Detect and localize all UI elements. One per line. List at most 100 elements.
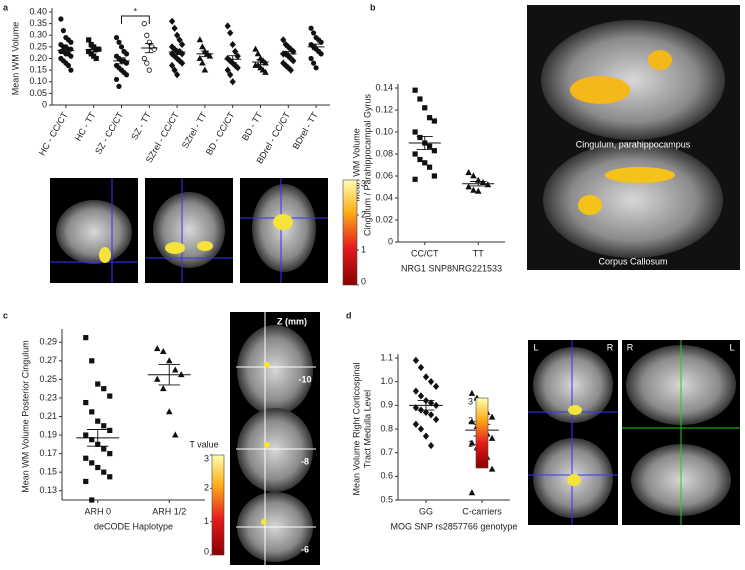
point bbox=[412, 404, 420, 412]
point bbox=[83, 399, 89, 406]
point bbox=[290, 57, 297, 65]
error-bar bbox=[61, 47, 71, 54]
image-caption: L bbox=[729, 342, 734, 352]
y-tick-label: 0.04 bbox=[375, 192, 393, 202]
point bbox=[427, 378, 435, 386]
point bbox=[427, 441, 435, 450]
point bbox=[229, 40, 236, 49]
point bbox=[68, 67, 74, 73]
image-caption: Cingulum, parahippocampus bbox=[576, 139, 691, 149]
x-tick-label: CC/CT bbox=[411, 248, 439, 258]
point bbox=[229, 78, 236, 86]
point bbox=[146, 67, 152, 73]
point bbox=[171, 24, 178, 32]
point bbox=[89, 358, 95, 364]
point bbox=[313, 65, 319, 71]
point bbox=[224, 22, 231, 30]
point bbox=[144, 32, 150, 38]
point bbox=[488, 434, 496, 441]
x-tick-label: ARH 0 bbox=[84, 506, 111, 516]
x-axis-label: MOG SNP rs2857766 genotype bbox=[391, 521, 518, 531]
point bbox=[178, 40, 186, 49]
image-caption: -6 bbox=[301, 544, 309, 554]
error-bar bbox=[311, 43, 321, 51]
y-tick-label: 0.10 bbox=[375, 126, 393, 136]
point bbox=[422, 105, 428, 111]
point bbox=[201, 66, 209, 73]
error-bar bbox=[89, 47, 98, 53]
error-bar bbox=[87, 429, 109, 447]
point bbox=[417, 392, 425, 400]
y-tick-label: 0.8 bbox=[380, 423, 393, 433]
brain-images-b bbox=[527, 5, 740, 270]
point bbox=[468, 439, 476, 446]
colorbar bbox=[342, 179, 358, 286]
point bbox=[224, 66, 231, 74]
significance-label: * bbox=[134, 6, 138, 16]
y-tick-label: 0.14 bbox=[375, 82, 393, 92]
colorbar-label: 1 bbox=[468, 439, 473, 449]
point bbox=[89, 497, 95, 503]
point bbox=[290, 47, 297, 56]
y-tick-label: 0 bbox=[388, 236, 393, 246]
point bbox=[171, 366, 179, 373]
image-caption: Z (mm) bbox=[277, 316, 307, 326]
y-tick-label: 0.06 bbox=[375, 170, 393, 180]
y-tick-label: 0.30 bbox=[29, 30, 47, 40]
point bbox=[173, 71, 181, 79]
x-tick-label: BD - CC/CT bbox=[204, 110, 237, 157]
point bbox=[116, 39, 122, 45]
point bbox=[422, 373, 430, 381]
point bbox=[171, 66, 178, 74]
y-tick-label: 0.35 bbox=[29, 18, 47, 28]
error-bar bbox=[417, 400, 435, 411]
y-tick-label: 0.05 bbox=[29, 88, 47, 98]
colorbar-label: 0 bbox=[361, 276, 366, 286]
point bbox=[468, 489, 476, 496]
image-caption: -8 bbox=[301, 456, 309, 466]
point bbox=[168, 17, 176, 25]
image-caption: -10 bbox=[298, 374, 311, 384]
significance-bracket bbox=[121, 15, 150, 24]
image-caption: R bbox=[607, 342, 614, 352]
point bbox=[432, 382, 440, 391]
point bbox=[426, 115, 433, 121]
y-tick-label: 0.21 bbox=[39, 411, 57, 421]
point bbox=[116, 83, 122, 90]
point bbox=[144, 60, 150, 66]
point bbox=[465, 169, 472, 176]
point bbox=[431, 173, 437, 179]
point bbox=[86, 37, 92, 43]
point bbox=[254, 61, 262, 68]
point bbox=[412, 129, 418, 135]
y-tick-label: 0.12 bbox=[375, 104, 393, 114]
point bbox=[412, 420, 420, 428]
colorbar-label: 1 bbox=[204, 516, 209, 526]
y-tick-label: 0.10 bbox=[29, 76, 47, 86]
x-tick-label: GG bbox=[419, 506, 433, 516]
error-bar bbox=[228, 55, 237, 64]
point bbox=[60, 27, 66, 34]
point bbox=[488, 465, 496, 472]
x-tick-label: BD - TT bbox=[240, 110, 265, 143]
point bbox=[422, 408, 430, 417]
point bbox=[422, 432, 430, 440]
colorbar-label: 1 bbox=[361, 244, 366, 254]
y-axis-label: Mean WM Volume bbox=[351, 128, 361, 202]
colorbar bbox=[211, 454, 225, 556]
point bbox=[68, 53, 74, 59]
point bbox=[196, 54, 204, 61]
point bbox=[101, 423, 107, 429]
point bbox=[412, 151, 418, 157]
point bbox=[254, 50, 262, 57]
y-tick-label: 0.13 bbox=[39, 485, 57, 495]
panel-letter: c bbox=[3, 310, 8, 320]
x-axis-label: deCODE Haplotype bbox=[94, 521, 173, 531]
point bbox=[196, 36, 204, 43]
point bbox=[95, 418, 101, 424]
error-bar bbox=[470, 181, 487, 187]
y-tick-label: 0.29 bbox=[39, 337, 57, 347]
y-axis-label: Cingulum / Parahippocampal Gyrus bbox=[362, 93, 372, 236]
point bbox=[252, 45, 259, 52]
